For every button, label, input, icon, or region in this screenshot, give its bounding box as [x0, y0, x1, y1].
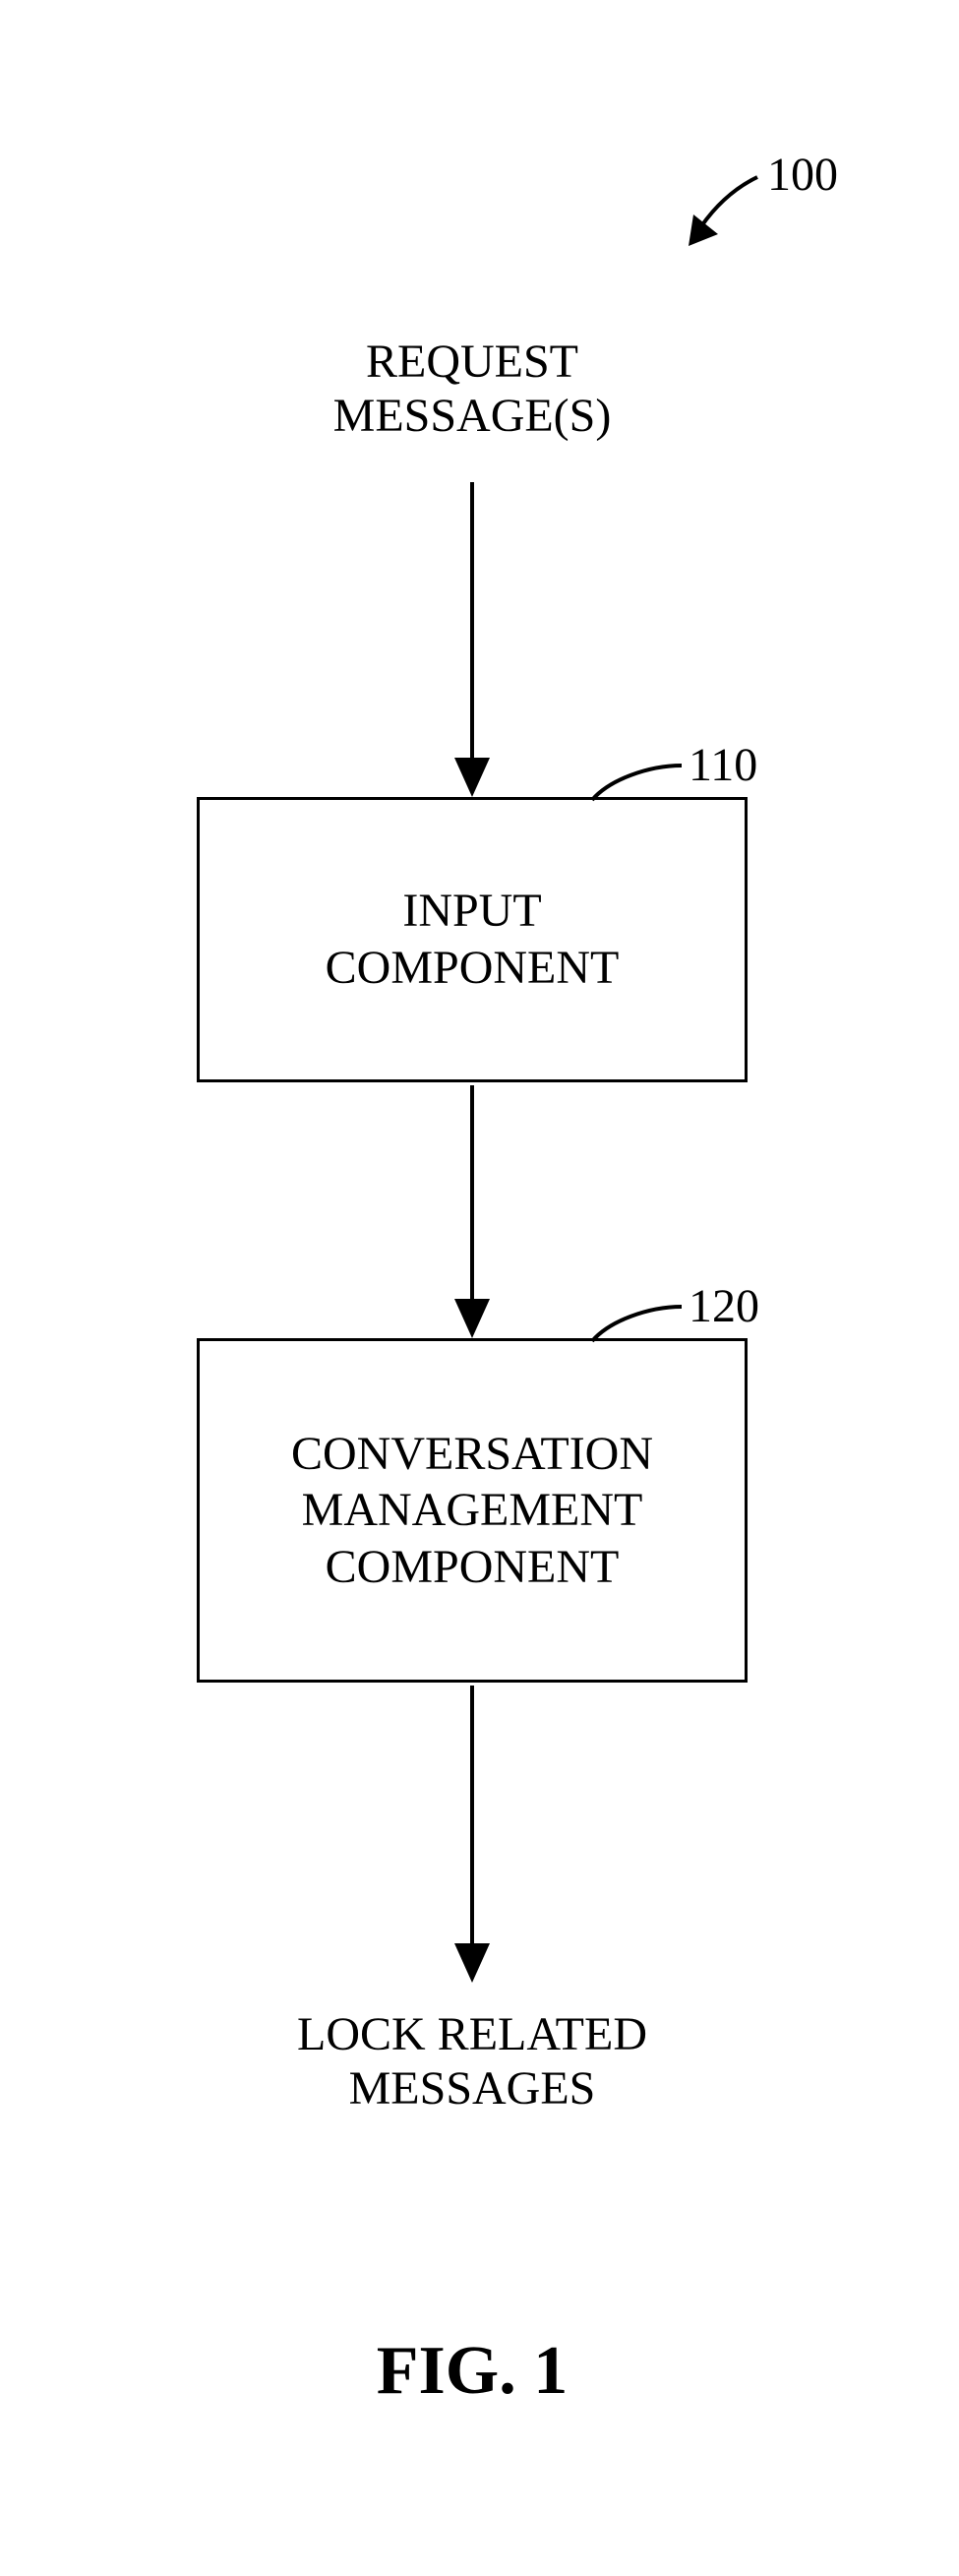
request-line1: REQUEST	[275, 335, 669, 389]
ref-label-110: 110	[689, 738, 757, 792]
conv-line3: COMPONENT	[291, 1539, 653, 1596]
input-component-label: INPUT COMPONENT	[326, 883, 620, 996]
input-line1: INPUT	[326, 883, 620, 940]
lock-line2: MESSAGES	[226, 2061, 718, 2116]
arrow-request-to-input	[454, 482, 490, 797]
arrow-input-to-conversation	[454, 1085, 490, 1338]
conv-line1: CONVERSATION	[291, 1426, 653, 1483]
leader-100	[689, 177, 757, 246]
ref-label-100: 100	[767, 148, 838, 202]
input-component-box: INPUT COMPONENT	[197, 797, 748, 1082]
input-line2: COMPONENT	[326, 940, 620, 997]
request-line2: MESSAGE(S)	[275, 389, 669, 443]
lock-line1: LOCK RELATED	[226, 2007, 718, 2061]
request-messages-label: REQUEST MESSAGE(S)	[275, 335, 669, 443]
figure-title: FIG. 1	[325, 2332, 620, 2411]
conversation-management-box: CONVERSATION MANAGEMENT COMPONENT	[197, 1338, 748, 1683]
conv-label: CONVERSATION MANAGEMENT COMPONENT	[291, 1426, 653, 1596]
leader-110	[592, 766, 682, 800]
lock-related-messages-label: LOCK RELATED MESSAGES	[226, 2007, 718, 2116]
diagram-container: 100 110 120 REQUEST MESSAGE(S) INPUT COM…	[0, 0, 959, 2576]
ref-label-120: 120	[689, 1279, 759, 1333]
conv-line2: MANAGEMENT	[291, 1482, 653, 1539]
arrow-conversation-to-lock	[454, 1686, 490, 1983]
leader-120	[592, 1307, 682, 1341]
